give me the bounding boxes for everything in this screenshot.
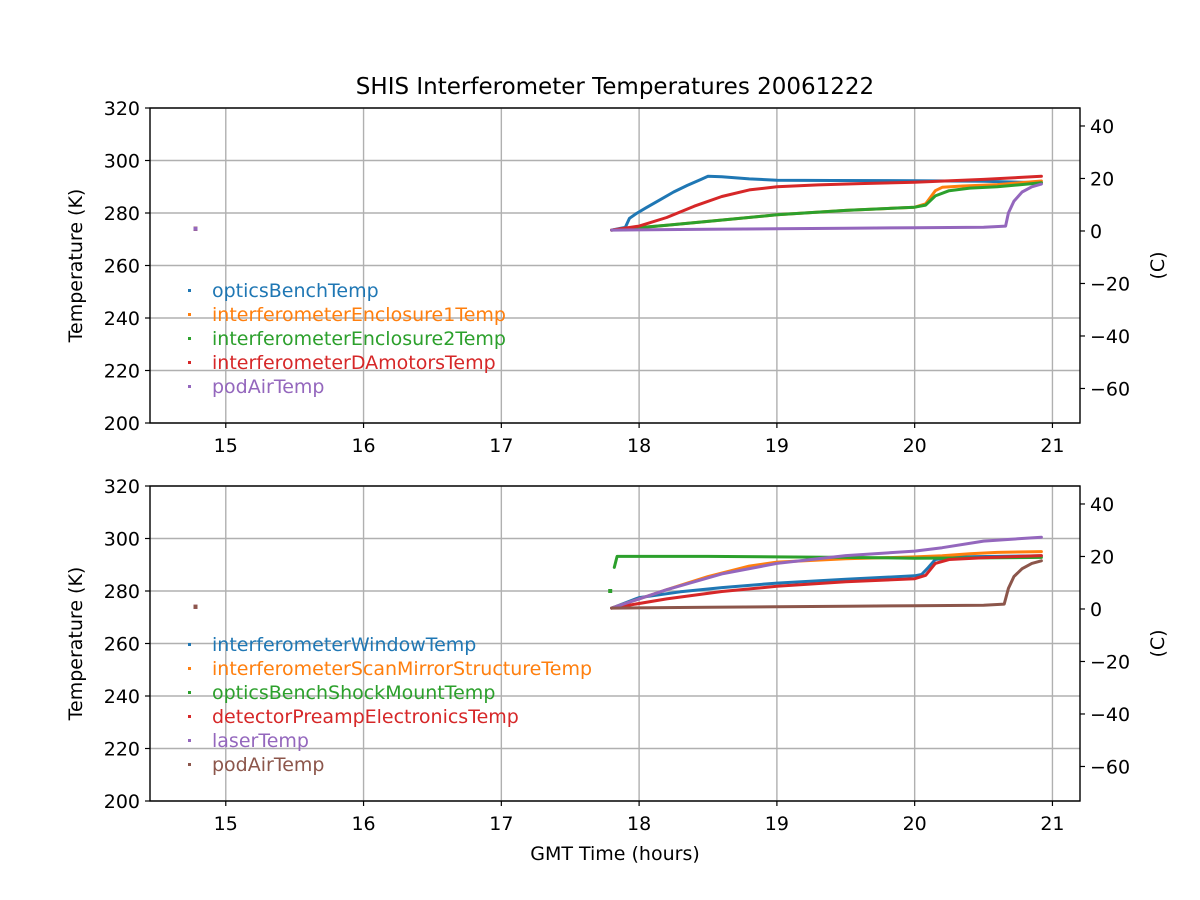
top-series-optics-bench-temp [610, 174, 1043, 232]
top-x-tick-label: 19 [765, 435, 789, 457]
bottom-x-tick-label: 19 [765, 813, 789, 835]
bottom-x-tick-label: 18 [627, 813, 651, 835]
figure-title: SHIS Interferometer Temperatures 2006122… [356, 74, 874, 100]
top-x-tick-label: 17 [489, 435, 513, 457]
bottom-early-point-optics-bench-shock-mount-temp [608, 589, 613, 593]
bottom-y-tick-label: 260 [104, 634, 140, 656]
top-y-tick-label: 220 [104, 361, 140, 383]
bottom-x-tick-label: 21 [1040, 813, 1064, 835]
top-series-pod-air-temp [610, 182, 1043, 232]
bottom-legend-marker-pod-air-temp [188, 763, 191, 766]
top-early-point-pod-air-temp [193, 226, 198, 231]
bottom-y2-tick-label: −60 [1090, 756, 1130, 778]
top-x-tick-label: 20 [903, 435, 927, 457]
bottom-legend-marker-laser-temp [188, 739, 191, 742]
bottom-legend-marker-detector-preamp-electronics-temp [188, 715, 191, 718]
bottom-y-tick-label: 220 [104, 739, 140, 761]
top-y2-tick-label: −40 [1090, 326, 1130, 348]
top-y2-tick-label: −20 [1090, 273, 1130, 295]
top-legend-label-pod-air-temp: podAirTemp [212, 376, 324, 398]
top-x-tick-label: 21 [1040, 435, 1064, 457]
bottom-y-tick-label: 200 [104, 791, 140, 813]
bottom-legend-label-pod-air-temp: podAirTemp [212, 754, 324, 776]
top-legend-marker-optics-bench-temp [188, 289, 191, 292]
bottom-y-axis-label: Temperature (K) [65, 567, 87, 722]
bottom-legend-marker-interferometer-window-temp [188, 643, 191, 646]
top-legend-label-interferometer-enclosure1-temp: interferometerEnclosure1Temp [212, 304, 506, 326]
bottom-series-laser-temp [610, 535, 1043, 610]
bottom-y2-tick-label: 40 [1090, 494, 1114, 516]
bottom-legend-marker-optics-bench-shock-mount-temp [188, 691, 191, 694]
bottom-legend-marker-interferometer-scan-mirror-structure-temp [188, 667, 191, 670]
bottom-y-tick-label: 320 [104, 476, 140, 498]
x-axis-label: GMT Time (hours) [530, 843, 700, 865]
bottom-legend-label-interferometer-window-temp: interferometerWindowTemp [212, 634, 476, 656]
bottom-legend-label-interferometer-scan-mirror-structure-temp: interferometerScanMirrorStructureTemp [212, 658, 592, 680]
top-y-tick-label: 320 [104, 98, 140, 120]
top-series-interferometer-damotors-temp [610, 174, 1043, 232]
top-y2-tick-label: 0 [1090, 221, 1102, 243]
top-legend-marker-interferometer-enclosure1-temp [188, 313, 191, 316]
bottom-panel: 15 16 17 18 19 20 21200220240260280300320−60−4… [65, 476, 1169, 835]
top-y-axis-label: Temperature (K) [65, 189, 87, 344]
top-panel: 15 16 17 18 19 20 21200220240260280300320−60−4… [65, 98, 1169, 457]
bottom-y-tick-label: 300 [104, 529, 140, 551]
bottom-x-tick-label: 17 [489, 813, 513, 835]
top-legend-marker-interferometer-damotors-temp [188, 361, 191, 364]
top-y2-tick-label: 40 [1090, 116, 1114, 138]
bottom-y2-tick-label: 20 [1090, 546, 1114, 568]
top-y2-axis-label: (C) [1147, 251, 1169, 279]
bottom-series-detector-preamp-electronics-temp [610, 554, 1043, 610]
top-series-interferometer-enclosure2-temp [610, 181, 1043, 232]
top-y-tick-label: 200 [104, 413, 140, 435]
top-y-tick-label: 240 [104, 308, 140, 330]
bottom-y2-tick-label: −20 [1090, 651, 1130, 673]
bottom-y-tick-label: 280 [104, 581, 140, 603]
bottom-x-tick-label: 20 [903, 813, 927, 835]
bottom-y-tick-label: 240 [104, 686, 140, 708]
bottom-series-pod-air-temp [610, 559, 1043, 610]
bottom-y2-axis-label: (C) [1147, 629, 1169, 657]
top-legend-marker-interferometer-enclosure2-temp [188, 337, 191, 340]
top-y2-tick-label: 20 [1090, 168, 1114, 190]
bottom-y2-tick-label: −40 [1090, 704, 1130, 726]
top-legend-marker-pod-air-temp [188, 385, 191, 388]
top-legend-label-interferometer-enclosure2-temp: interferometerEnclosure2Temp [212, 328, 506, 350]
bottom-early-point-pod-air-temp [193, 604, 198, 609]
top-x-tick-label: 15 [214, 435, 238, 457]
bottom-y2-tick-label: 0 [1090, 599, 1102, 621]
bottom-x-tick-label: 16 [351, 813, 375, 835]
top-y2-tick-label: −60 [1090, 378, 1130, 400]
top-y-tick-label: 300 [104, 151, 140, 173]
bottom-legend-label-laser-temp: laserTemp [212, 730, 309, 752]
top-y-tick-label: 260 [104, 256, 140, 278]
bottom-legend-label-optics-bench-shock-mount-temp: opticsBenchShockMountTemp [212, 682, 495, 704]
bottom-legend-label-detector-preamp-electronics-temp: detectorPreampElectronicsTemp [212, 706, 519, 728]
top-legend-label-optics-bench-temp: opticsBenchTemp [212, 280, 379, 302]
top-y-tick-label: 280 [104, 203, 140, 225]
top-x-tick-label: 16 [351, 435, 375, 457]
bottom-x-tick-label: 15 [214, 813, 238, 835]
top-x-tick-label: 18 [627, 435, 651, 457]
top-legend-label-interferometer-damotors-temp: interferometerDAmotorsTemp [212, 352, 496, 374]
